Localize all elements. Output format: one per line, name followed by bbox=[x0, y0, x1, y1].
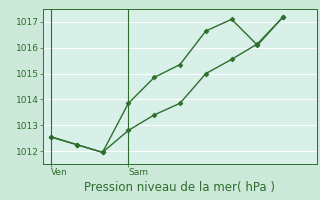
X-axis label: Pression niveau de la mer( hPa ): Pression niveau de la mer( hPa ) bbox=[84, 181, 276, 194]
